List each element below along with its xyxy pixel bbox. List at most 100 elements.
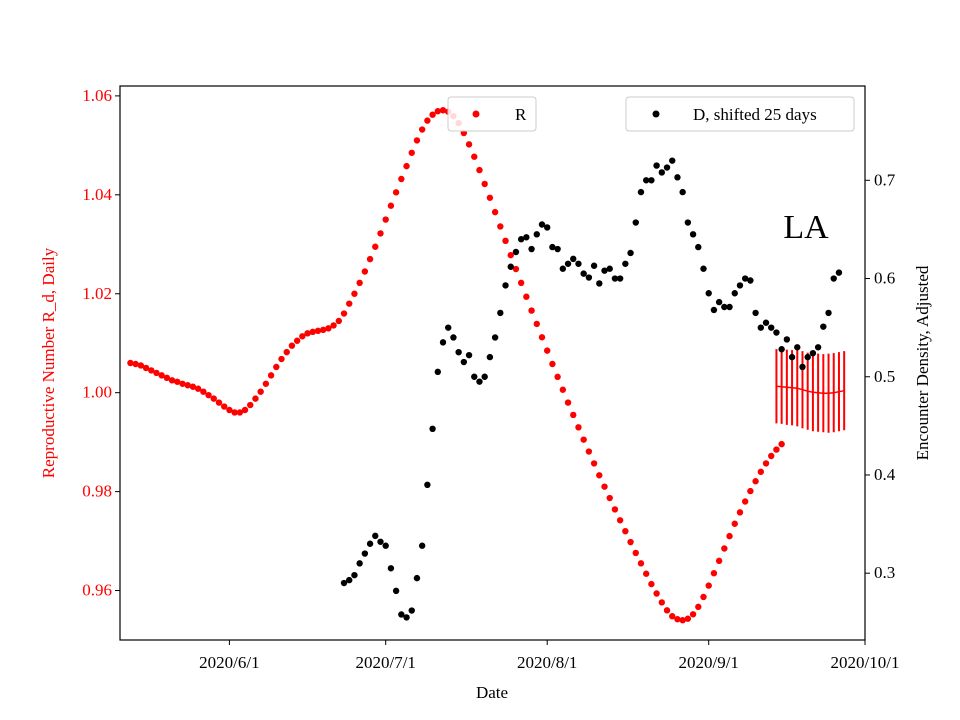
d-point	[398, 611, 405, 618]
r-point	[335, 317, 343, 325]
d-point	[366, 540, 374, 547]
right-tick-label: 0.4	[874, 465, 896, 484]
r-point	[392, 189, 400, 196]
d-point	[544, 224, 551, 231]
r-point	[252, 395, 259, 402]
r-point	[616, 517, 624, 524]
d-point	[814, 344, 822, 351]
r-point	[330, 322, 337, 329]
d-point	[773, 329, 780, 336]
r-point	[768, 452, 775, 460]
r-point	[778, 440, 785, 448]
left-tick-label: 0.98	[82, 482, 112, 501]
d-point	[835, 269, 843, 276]
d-point	[752, 309, 759, 317]
right-tick-label: 0.7	[874, 170, 896, 189]
d-point	[721, 303, 728, 311]
d-point	[554, 245, 561, 253]
right-axis-ticks: 0.3 0.4 0.5 0.6 0.7	[865, 170, 896, 582]
r-point	[528, 307, 535, 314]
d-point	[585, 274, 593, 281]
r-point	[632, 549, 639, 557]
r-point	[220, 403, 228, 410]
d-point	[700, 265, 707, 272]
r-point	[231, 409, 238, 416]
d-point	[705, 290, 712, 297]
d-point	[747, 277, 754, 284]
r-point	[658, 599, 666, 606]
r-point	[741, 498, 749, 505]
r-point	[148, 367, 155, 374]
left-tick-label: 1.00	[82, 383, 112, 402]
r-point	[497, 223, 504, 230]
legend-r-box	[447, 96, 537, 132]
d-point	[731, 290, 738, 297]
r-point	[346, 300, 353, 307]
d-point	[528, 245, 535, 253]
r-point	[351, 290, 358, 297]
d-point	[580, 270, 587, 277]
d-point	[778, 346, 785, 353]
x-tick-label: 2020/8/1	[517, 653, 577, 672]
d-point	[799, 363, 806, 371]
left-tick-label: 1.02	[82, 284, 112, 303]
r-point	[168, 377, 176, 384]
r-point	[247, 401, 254, 409]
d-point	[570, 255, 577, 263]
d-point	[517, 236, 525, 243]
d-point	[538, 221, 546, 228]
d-point	[502, 282, 509, 289]
d-point	[523, 234, 530, 241]
r-point	[611, 506, 619, 513]
r-point	[507, 251, 514, 259]
r-point	[429, 111, 436, 118]
d-point	[768, 324, 775, 331]
left-tick-label: 1.04	[82, 185, 112, 204]
r-point	[387, 202, 395, 209]
d-point	[809, 349, 817, 357]
d-point	[387, 565, 395, 572]
d-point	[559, 265, 567, 272]
r-point	[762, 460, 770, 467]
r-point	[413, 137, 421, 144]
d-point	[736, 282, 744, 289]
annotation-la: LA	[783, 209, 829, 246]
d-point	[606, 265, 613, 272]
r-point	[773, 446, 780, 453]
r-point	[132, 360, 139, 368]
r-point	[257, 388, 264, 395]
d-point	[830, 275, 837, 282]
d-point	[669, 157, 676, 164]
r-point	[689, 611, 697, 618]
legend-r-marker	[472, 110, 480, 118]
r-point	[575, 424, 582, 431]
d-point	[710, 306, 718, 314]
r-point	[491, 208, 499, 216]
r-point	[200, 388, 207, 395]
r-point	[361, 268, 369, 275]
r-point	[283, 348, 290, 356]
d-point	[622, 260, 629, 267]
r-point	[236, 409, 244, 416]
r-point	[408, 149, 415, 156]
r-point	[262, 380, 270, 387]
d-point	[507, 263, 514, 270]
d-point	[741, 275, 749, 282]
d-point	[512, 248, 520, 256]
r-point	[278, 355, 285, 363]
r-point	[288, 342, 296, 349]
r-point	[372, 243, 379, 250]
d-point	[413, 574, 421, 582]
d-point	[653, 162, 660, 169]
r-point	[585, 448, 593, 455]
x-axis-ticks: 2020/6/1 2020/7/1 2020/8/1 2020/9/1 2020/10/…	[199, 640, 899, 672]
r-point	[559, 386, 567, 393]
r-point	[314, 327, 322, 335]
d-point	[377, 538, 384, 545]
x-tick-label: 2020/10/1	[831, 653, 900, 672]
r-point	[273, 363, 280, 371]
x-tick-label: 2020/6/1	[199, 653, 259, 672]
r-point	[622, 527, 629, 535]
left-tick-label: 0.96	[82, 581, 112, 600]
d-point	[497, 309, 504, 317]
